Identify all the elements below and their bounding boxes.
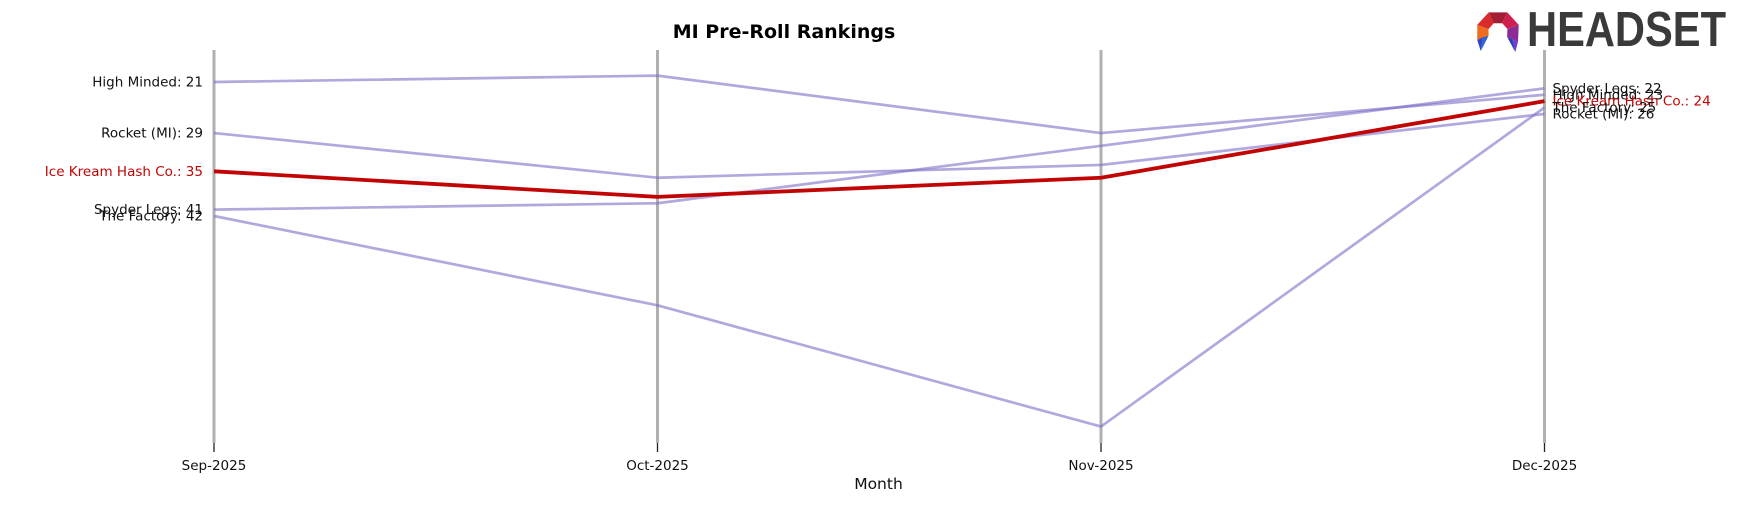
x-tick-label: Dec-2025 — [1512, 458, 1577, 474]
series-start-label-the-factory: The Factory: 42 — [98, 209, 203, 225]
chart-title: MI Pre-Roll Rankings — [672, 21, 896, 43]
series-end-label-the-factory: The Factory: 25 — [1552, 100, 1657, 116]
series-start-label-high-minded: High Minded: 21 — [92, 75, 203, 91]
headset-logo-icon — [1477, 12, 1519, 53]
x-tick-label: Nov-2025 — [1068, 458, 1133, 474]
series-line-the-factory — [213, 106, 1546, 428]
series-end-label-rocket-mi: Rocket (MI): 26 — [1553, 106, 1655, 122]
series-line-high-minded — [213, 74, 1545, 135]
series-line-spyder-legs — [213, 87, 1545, 211]
series-start-label-ice-kream-hash-co: Ice Kream Hash Co.: 35 — [45, 164, 203, 180]
headset-logo-text: HEADSET — [1527, 3, 1727, 57]
x-axis-title: Month — [854, 475, 903, 493]
x-tick-label: Oct-2025 — [626, 458, 689, 474]
series-end-label-spyder-legs: Spyder Legs: 22 — [1553, 81, 1662, 97]
x-tick-label: Sep-2025 — [182, 458, 247, 474]
series-line-ice-kream-hash-co — [213, 99, 1545, 199]
series-end-label-ice-kream-hash-co: Ice Kream Hash Co.: 24 — [1553, 94, 1711, 110]
series-start-label-rocket-mi: Rocket (MI): 29 — [101, 126, 203, 142]
series-line-rocket-mi — [213, 112, 1545, 180]
headset-logo: HEADSET — [1474, 4, 1734, 56]
series-start-label-spyder-legs: Spyder Legs: 41 — [94, 202, 203, 218]
series-end-label-high-minded: High Minded: 23 — [1553, 87, 1664, 103]
